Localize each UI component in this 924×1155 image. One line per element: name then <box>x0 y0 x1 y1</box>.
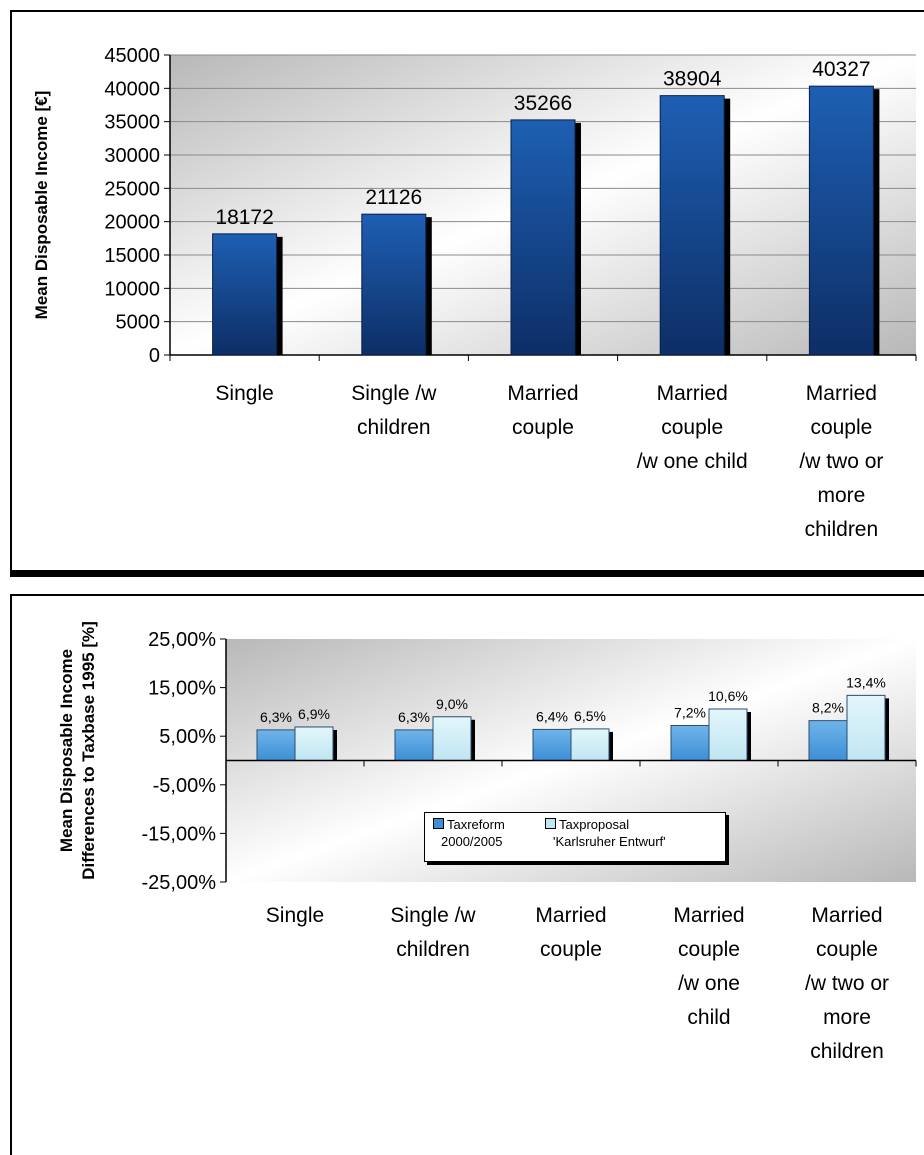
legend-swatch-series-2 <box>545 818 556 829</box>
category-label: Single /w <box>351 382 437 405</box>
category-label: couple <box>512 416 574 439</box>
y-tick-label: -15,00% <box>142 823 217 845</box>
data-label: 8,2% <box>812 700 844 716</box>
y-axis-title: Mean Disposable Income <box>57 649 76 852</box>
data-label: 6,4% <box>536 708 568 724</box>
category-label: child <box>687 1006 730 1029</box>
legend-label-series-2-line-1: Taxproposal <box>559 817 630 832</box>
category-label: Single <box>266 904 324 927</box>
y-tick-label: -5,00% <box>153 775 217 797</box>
data-label: 6,5% <box>574 708 606 724</box>
bar <box>510 119 576 356</box>
category-label: Married <box>806 382 877 405</box>
y-tick-label: 35000 <box>104 112 160 134</box>
differences-bar-chart: -25,00% -15,00% -5,00% 5,00% 15,00% 25,00% 6,3… <box>57 621 917 1063</box>
bar <box>659 95 725 356</box>
data-label: 6,3% <box>260 709 292 725</box>
y-tick-label: 0 <box>149 345 160 367</box>
y-tick-label: 15000 <box>104 245 160 267</box>
bar-series-2 <box>432 716 472 762</box>
category-label: Married <box>507 382 578 405</box>
category-label: /w one child <box>637 450 748 473</box>
data-label: 40327 <box>812 58 870 81</box>
category-label: couple <box>816 938 878 961</box>
legend-item-series-1: Taxreform 2000/2005 <box>433 816 505 850</box>
chart-panel-differences: -25,00% -15,00% -5,00% 5,00% 15,00% 25,00% 6,3… <box>10 594 924 1155</box>
data-label: 38904 <box>663 68 722 91</box>
legend-swatch-series-1 <box>433 818 444 829</box>
category-label: couple <box>678 938 740 961</box>
chart-legend: Taxreform 2000/2005 Taxproposal 'Karlsru… <box>424 812 726 862</box>
category-label: children <box>396 938 470 961</box>
data-label: 7,2% <box>674 705 706 721</box>
data-label: 13,4% <box>846 674 886 690</box>
y-tick-label: 30000 <box>104 145 160 167</box>
y-tick-label: 5000 <box>116 312 161 334</box>
category-label: children <box>810 1040 884 1063</box>
category-label: Single /w <box>390 904 476 927</box>
category-label: Married <box>673 904 744 927</box>
legend-label-series-1-line-2: 2000/2005 <box>441 834 503 849</box>
bar-series-2 <box>708 708 748 761</box>
legend-item-series-2: Taxproposal 'Karlsruher Entwurf' <box>545 816 666 850</box>
income-bar-chart: 0 5000 10000 15000 20000 25000 30000 35000 40000… <box>32 45 917 541</box>
bar-series-2 <box>570 728 610 762</box>
data-label: 21126 <box>365 186 422 209</box>
chart-panel-income: 0 5000 10000 15000 20000 25000 30000 35000 40000… <box>10 10 924 572</box>
category-label: couple <box>661 416 723 439</box>
data-label: 18172 <box>215 206 273 229</box>
y-axis-title: Differences to Taxbase 1995 [%] <box>79 621 98 880</box>
category-label: /w two or <box>799 450 883 473</box>
legend-label-series-2-line-2: 'Karlsruher Entwurf' <box>553 834 666 849</box>
category-label: Married <box>811 904 882 927</box>
data-label: 10,6% <box>708 688 748 704</box>
data-label: 9,0% <box>436 696 468 712</box>
data-label: 6,3% <box>398 709 430 725</box>
bar <box>361 213 427 356</box>
bar-series-1 <box>394 729 434 762</box>
y-tick-label: 5,00% <box>159 726 216 748</box>
bar-series-2 <box>846 694 886 761</box>
y-tick-label: 40000 <box>104 78 160 100</box>
y-tick-label: 10000 <box>104 278 160 300</box>
category-label: children <box>357 416 431 439</box>
bar-series-1 <box>256 729 296 762</box>
legend-label-series-1-line-1: Taxreform <box>447 817 505 832</box>
bar <box>808 85 874 356</box>
category-label: /w two or <box>805 972 889 995</box>
bar <box>212 233 278 356</box>
category-label: Single <box>215 382 273 405</box>
bar-series-1 <box>808 720 848 762</box>
data-label: 35266 <box>514 92 572 115</box>
bar-series-1 <box>532 728 572 761</box>
bar-series-2 <box>294 726 334 762</box>
bar-series-1 <box>670 725 710 761</box>
category-label: more <box>817 484 865 507</box>
y-tick-label: 15,00% <box>148 678 216 700</box>
category-label: more <box>823 1006 871 1029</box>
category-label: children <box>805 518 879 541</box>
category-label: couple <box>810 416 872 439</box>
category-label: Married <box>535 904 606 927</box>
y-axis-title: Mean Disposable Income [€] <box>32 91 51 320</box>
category-label: /w one <box>678 972 740 995</box>
y-tick-label: 25,00% <box>148 629 216 651</box>
y-tick-label: 20000 <box>104 212 160 234</box>
category-label: Married <box>657 382 728 405</box>
category-label: couple <box>540 938 602 961</box>
y-tick-label: 45000 <box>104 45 160 67</box>
y-tick-label: -25,00% <box>142 872 217 894</box>
y-tick-label: 25000 <box>104 178 160 200</box>
data-label: 6,9% <box>298 706 330 722</box>
